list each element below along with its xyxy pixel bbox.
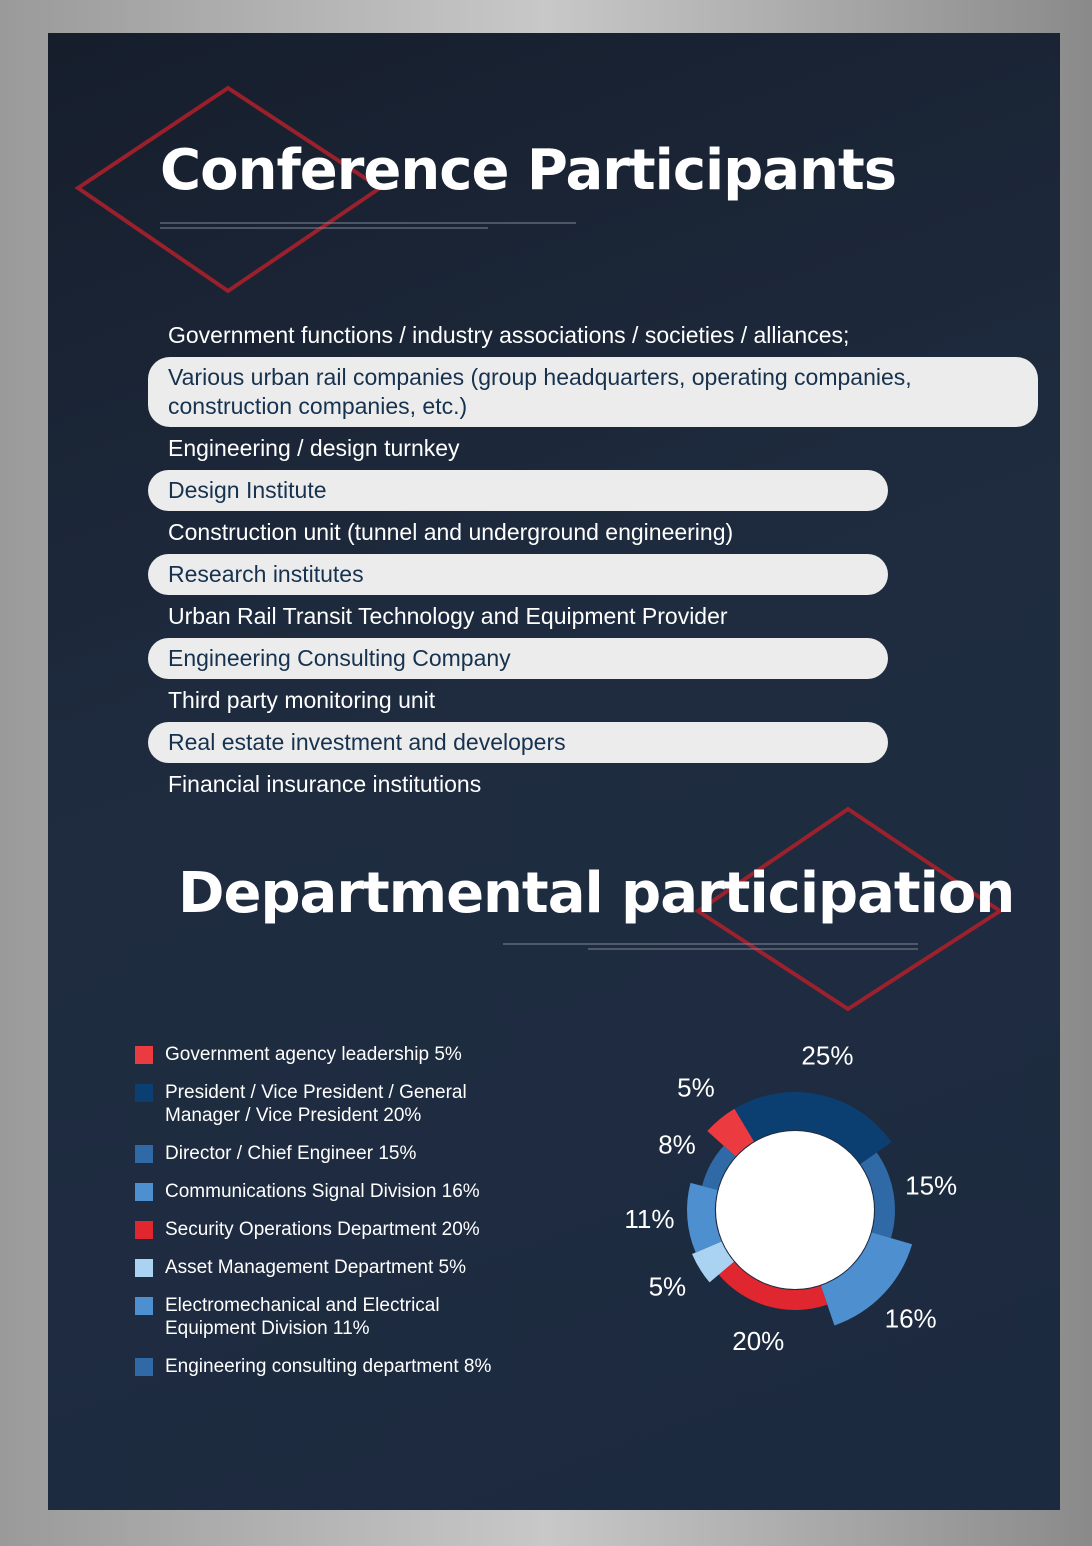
legend-item: Asset Management Department 5%	[135, 1256, 585, 1279]
participant-item: Design Institute	[148, 470, 888, 511]
data-label: 8%	[658, 1129, 696, 1159]
data-label: 25%	[801, 1040, 853, 1070]
pie-segment	[707, 1108, 754, 1157]
legend-swatch	[135, 1259, 153, 1277]
legend-label: President / Vice President / General Man…	[165, 1082, 467, 1126]
legend-item: Engineering consulting department 8%	[135, 1355, 585, 1378]
legend-item: Security Operations Department 20%	[135, 1218, 585, 1241]
participant-item: Real estate investment and developers	[148, 722, 888, 763]
pie-segment	[734, 1092, 892, 1164]
legend-item: Government agency leadership 5%	[135, 1043, 585, 1066]
chart: 5% 25% 15% 16% 20% 5% 11% 8%	[624, 1040, 957, 1356]
legend-label: Communications Signal Division 16%	[165, 1181, 480, 1202]
pie-segment	[860, 1152, 896, 1239]
participant-item: Financial insurance institutions	[168, 771, 482, 797]
pie-segment	[718, 1261, 828, 1310]
pie-segment	[820, 1232, 913, 1326]
legend-swatch	[135, 1358, 153, 1376]
participant-item: Engineering Consulting Company	[148, 638, 888, 679]
legend-item: Communications Signal Division 16%	[135, 1180, 585, 1203]
legend-swatch	[135, 1046, 153, 1064]
participant-item: Urban Rail Transit Technology and Equipm…	[168, 603, 728, 629]
diamond	[74, 85, 384, 294]
legend-label: Security Operations Department 20%	[165, 1219, 480, 1240]
chart-title: Departmental participation	[178, 861, 1015, 926]
legend-item: Director / Chief Engineer 15%	[135, 1142, 585, 1165]
diamond	[694, 806, 1004, 1012]
data-label: 20%	[732, 1326, 784, 1356]
legend-item: President / Vice President / General Man…	[135, 1081, 585, 1127]
donut-hole	[716, 1131, 874, 1289]
decoration	[74, 85, 1004, 1012]
panel: Conference Participants Government funct…	[48, 33, 1060, 1510]
data-label: 5%	[649, 1272, 687, 1302]
legend-swatch	[135, 1297, 153, 1315]
data-label: 15%	[905, 1170, 957, 1200]
participant-item: Engineering / design turnkey	[168, 435, 460, 461]
participant-item: Third party monitoring unit	[168, 687, 436, 713]
data-label: 5%	[677, 1072, 715, 1102]
legend-swatch	[135, 1084, 153, 1102]
legend-label: Engineering consulting department 8%	[165, 1356, 492, 1377]
data-label: 11%	[624, 1204, 674, 1234]
legend-label: Government agency leadership 5%	[165, 1044, 462, 1065]
legend-item: Electromechanical and Electrical Equipme…	[135, 1294, 585, 1340]
participant-item: Construction unit (tunnel and undergroun…	[168, 519, 734, 545]
data-label: 16%	[885, 1303, 937, 1333]
participant-item: Government functions / industry associat…	[168, 322, 850, 348]
legend-label: Electromechanical and Electrical Equipme…	[165, 1295, 440, 1339]
section-title: Conference Participants	[160, 138, 897, 203]
participant-item: Various urban rail companies (group head…	[148, 357, 1038, 427]
legend-swatch	[135, 1183, 153, 1201]
pie-segment	[686, 1182, 722, 1253]
pie-segment	[702, 1145, 736, 1190]
legend-swatch	[135, 1145, 153, 1163]
legend-label: Asset Management Department 5%	[165, 1257, 466, 1278]
pie-segment	[692, 1241, 734, 1283]
legend: Government agency leadership 5% President…	[135, 1043, 585, 1393]
legend-swatch	[135, 1221, 153, 1239]
participant-list: Government functions / industry associat…	[148, 315, 1048, 806]
legend-label: Director / Chief Engineer 15%	[165, 1143, 417, 1164]
participant-item: Research institutes	[148, 554, 888, 595]
